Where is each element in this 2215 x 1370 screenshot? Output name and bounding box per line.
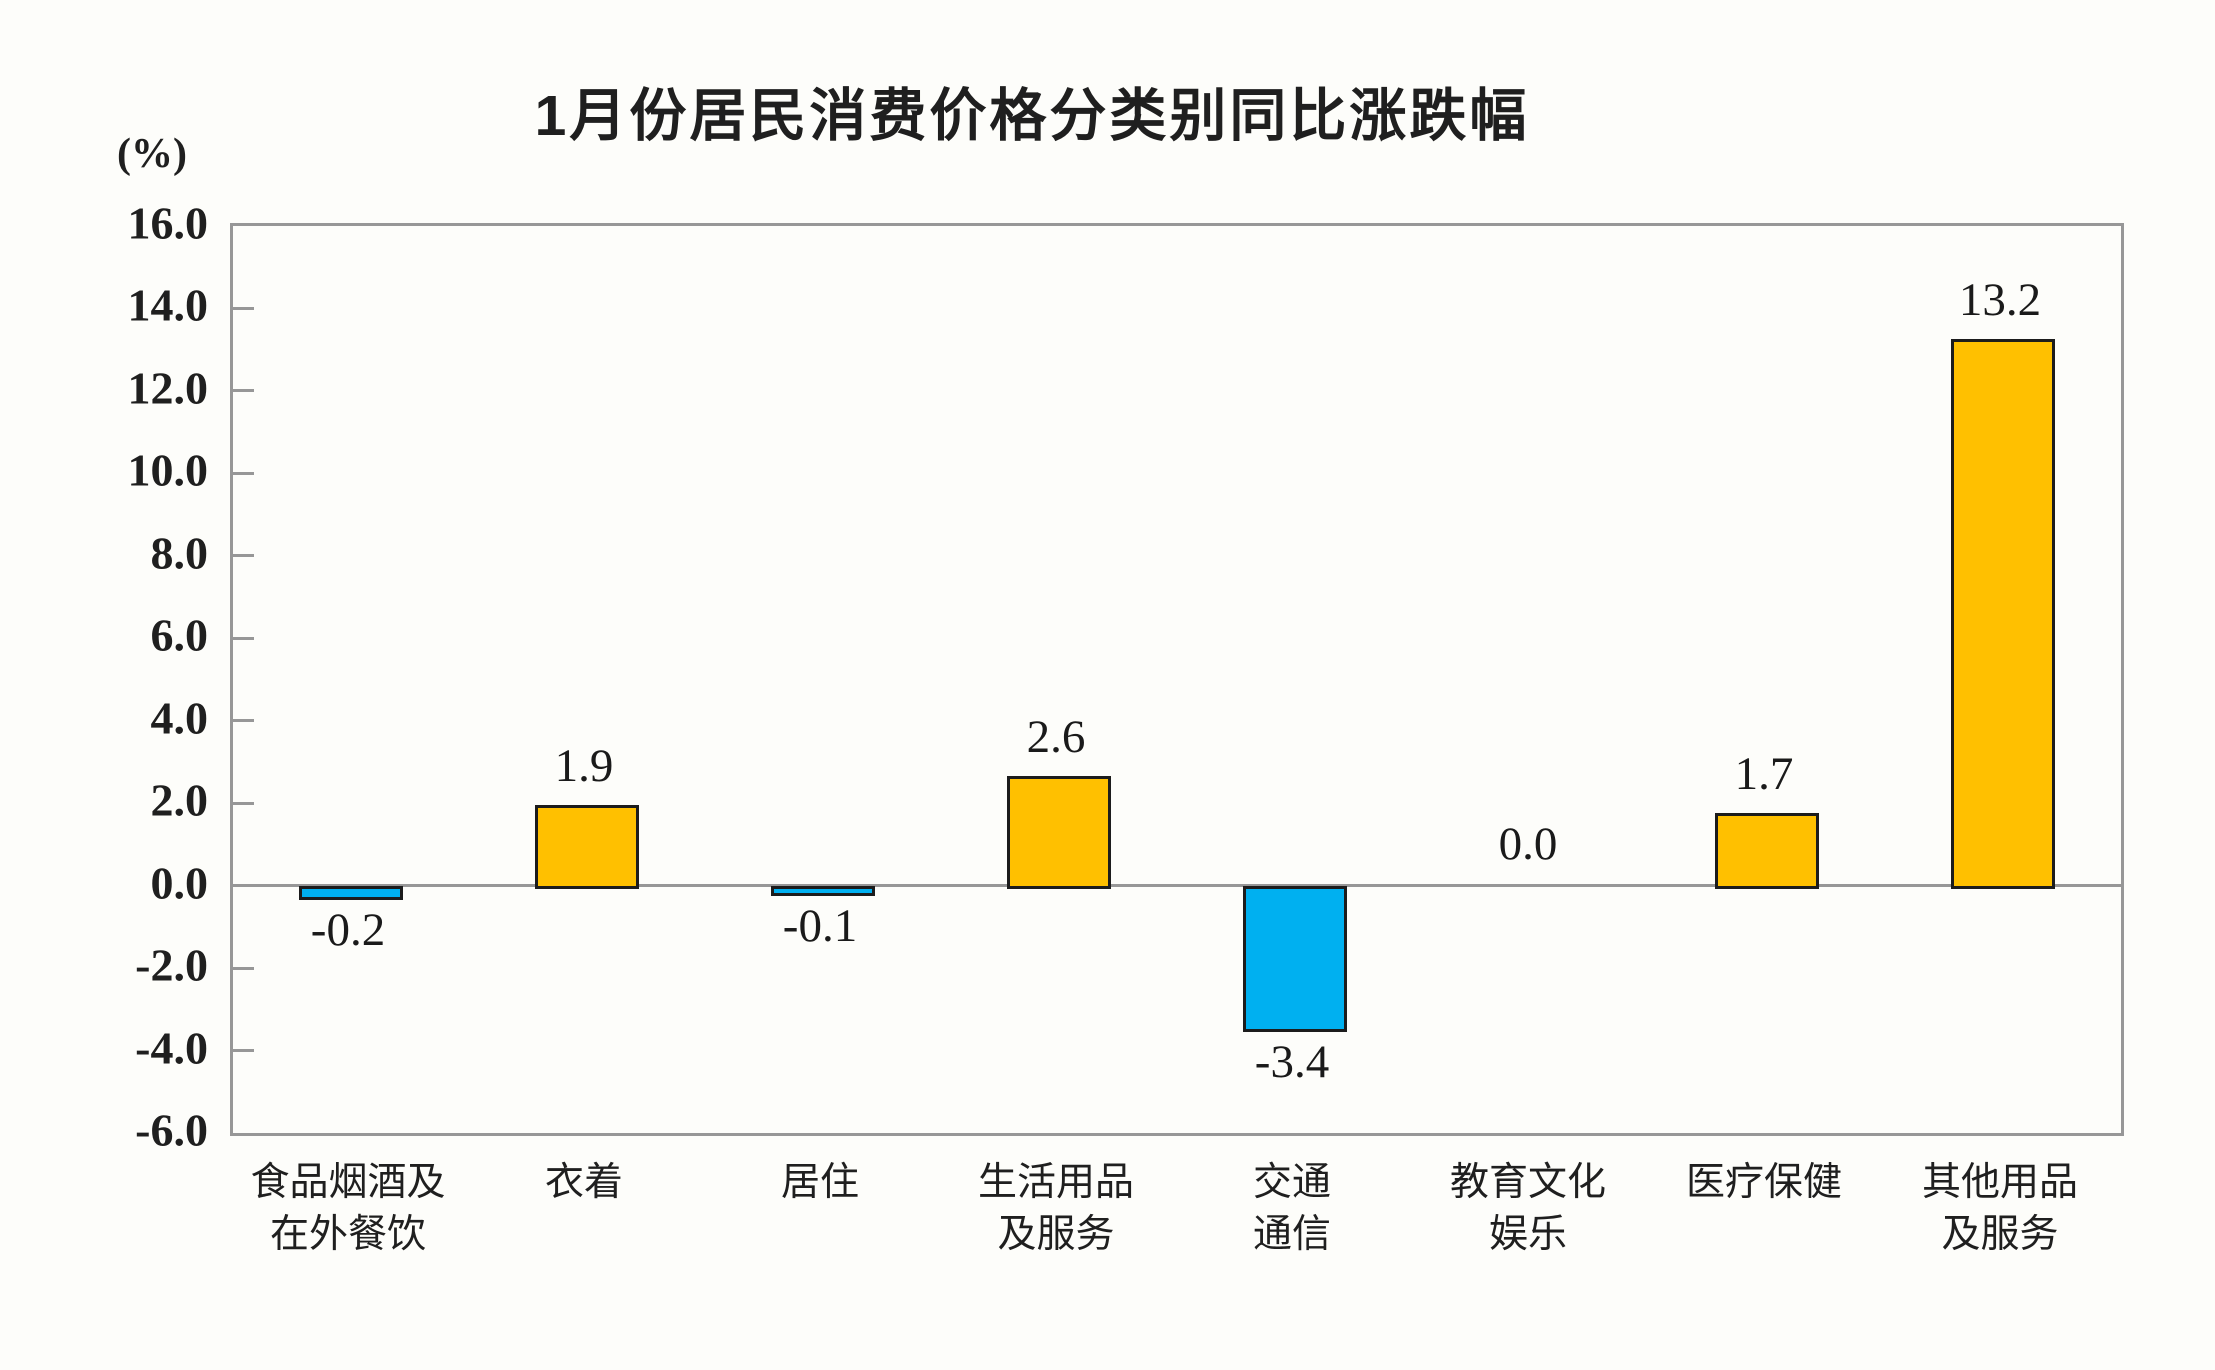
y-tick-label: 4.0: [150, 692, 209, 744]
bar-value-label: 13.2: [1958, 273, 2042, 326]
category-label: 衣着: [544, 1161, 624, 1204]
y-tick-label: 16.0: [127, 197, 209, 249]
bar-value-label: 2.6: [1026, 710, 1086, 763]
bar-value-label: -3.4: [1254, 1035, 1330, 1088]
y-tick-label: 8.0: [150, 527, 209, 579]
y-tick-mark: [233, 801, 254, 805]
category-label: 其他用品 及服务: [1921, 1161, 2079, 1256]
y-tick-label: -2.0: [135, 939, 208, 991]
chart-title: 1月份居民消费价格分类别同比涨跌幅: [534, 84, 1530, 148]
y-tick-label: -4.0: [135, 1022, 208, 1074]
bar-value-label: -0.2: [310, 903, 386, 956]
y-tick-label: 2.0: [150, 774, 209, 826]
zero-baseline: [233, 884, 2121, 888]
category-label: 交通 通信: [1252, 1161, 1332, 1256]
chart-bar: [299, 885, 403, 900]
y-axis-unit-label: (%): [117, 131, 187, 177]
category-label: 医疗保健: [1685, 1161, 1843, 1204]
category-label: 食品烟酒及 在外餐饮: [250, 1161, 446, 1256]
chart-bar: [1243, 885, 1347, 1032]
bar-value-label: 1.7: [1734, 747, 1794, 800]
bar-value-label: 1.9: [554, 739, 614, 792]
y-tick-mark: [233, 1049, 254, 1053]
chart-bar: [1715, 812, 1819, 889]
category-label: 居住: [780, 1161, 860, 1204]
plot-area: [230, 223, 2124, 1136]
category-label: 生活用品 及服务: [977, 1161, 1135, 1256]
y-tick-label: 14.0: [127, 279, 209, 331]
y-tick-label: 0.0: [150, 857, 209, 909]
y-tick-label: -6.0: [135, 1104, 208, 1156]
y-tick-label: 12.0: [127, 362, 209, 414]
y-tick-mark: [233, 389, 254, 393]
bar-value-label: 0.0: [1498, 817, 1558, 870]
y-tick-label: 6.0: [150, 609, 209, 661]
y-tick-mark: [233, 966, 254, 970]
bar-value-label: -0.1: [782, 899, 858, 952]
y-tick-mark: [233, 554, 254, 558]
category-label: 教育文化 娱乐: [1449, 1161, 1607, 1256]
y-tick-mark: [233, 306, 254, 310]
chart-bar: [1951, 338, 2055, 889]
y-tick-mark: [233, 471, 254, 475]
chart-bar: [535, 804, 639, 889]
chart-bar: [1007, 775, 1111, 889]
chart-bar: [771, 885, 875, 896]
y-tick-label: 10.0: [127, 444, 209, 496]
y-tick-mark: [233, 719, 254, 723]
y-tick-mark: [233, 636, 254, 640]
